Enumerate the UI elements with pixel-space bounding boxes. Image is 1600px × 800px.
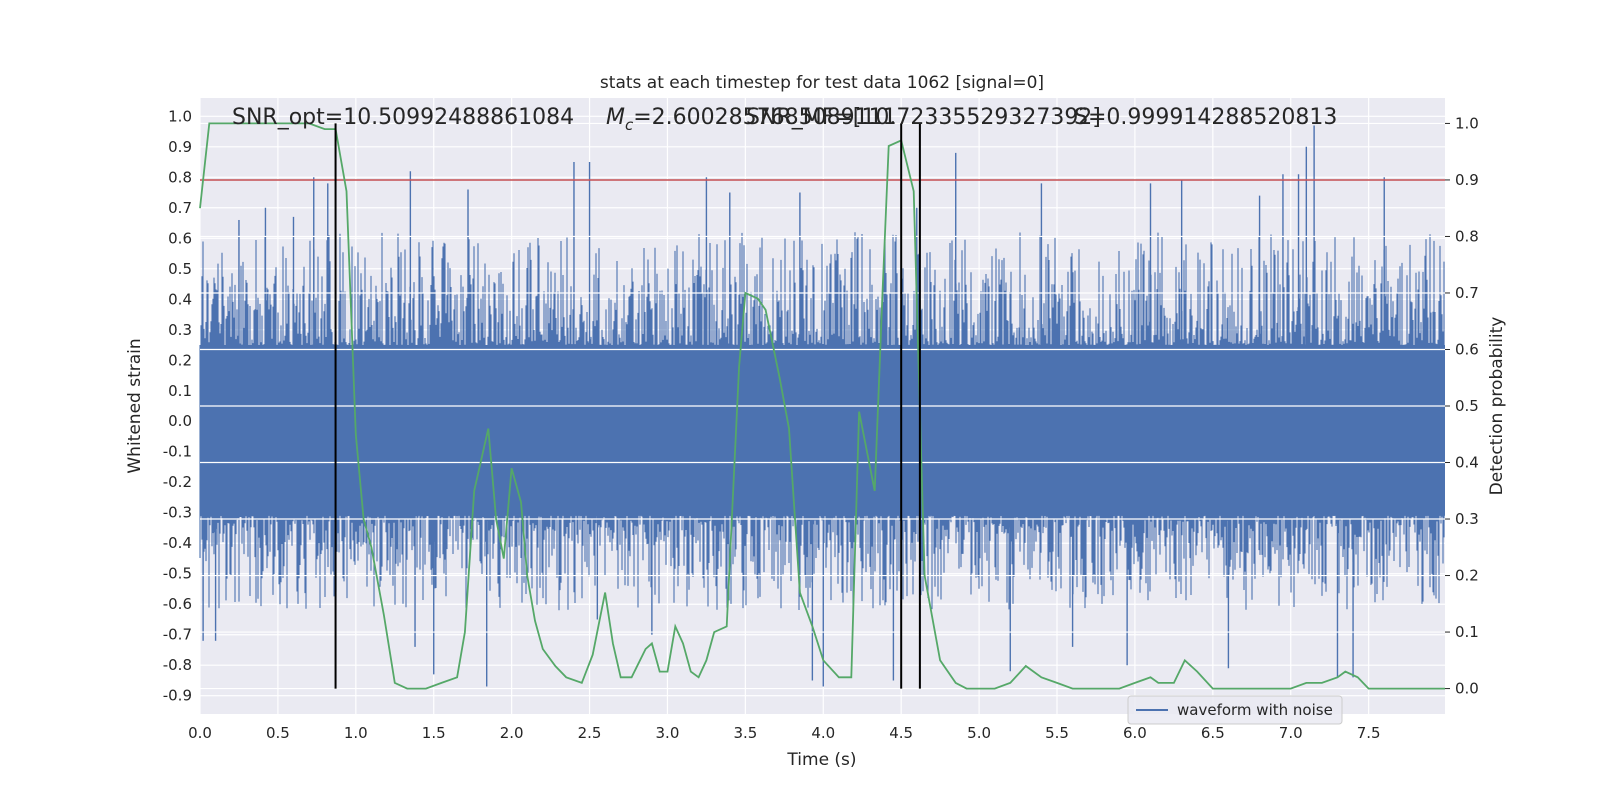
y-tick-label: 1.0	[168, 107, 192, 125]
y-tick-label: 0.4	[168, 290, 192, 308]
tick-labels: 0.0 0.5 1.0 1.5 2.0 2.5 3.0 3.5 4.0 4.5 5.0 5.5 6.0 6…	[163, 107, 1479, 742]
chart-title: stats at each timestep for test data 106…	[600, 73, 1044, 93]
y2-tick-label: 0.7	[1455, 284, 1479, 302]
y-tick-label: 0.7	[168, 199, 192, 217]
y-tick-label: -0.4	[163, 534, 192, 552]
y-tick-label: -0.6	[163, 595, 192, 613]
y2-tick-label: 1.0	[1455, 114, 1479, 132]
x-tick-label: 2.5	[578, 724, 602, 742]
y-tick-label: 0.1	[168, 382, 192, 400]
x-tick-label: 6.0	[1123, 724, 1147, 742]
waveform-trace	[199, 232, 1445, 611]
y-axis-label: Whitened strain	[125, 338, 145, 473]
probability-line	[199, 122, 1445, 690]
x-tick-label: 5.0	[967, 724, 991, 742]
y2-tick-label: 0.6	[1455, 340, 1479, 358]
x-tick-label: 3.5	[733, 724, 757, 742]
legend-box	[1127, 695, 1343, 725]
legend: waveform with noise	[1127, 695, 1343, 725]
y-tick-label: 0.3	[168, 321, 192, 339]
x-tick-label: 4.5	[889, 724, 913, 742]
chirp-mass-annotation: Mc=2.6002857685089111	[606, 105, 897, 134]
x-tick-label: 0.5	[266, 724, 290, 742]
y2-axis-label: Detection probability	[1487, 317, 1507, 496]
y2-tick-label: 0.3	[1455, 510, 1479, 528]
x-axis-label: Time (s)	[786, 750, 856, 770]
x-tick-label: 1.5	[422, 724, 446, 742]
y-tick-label: -0.5	[163, 565, 192, 583]
x-tick-label: 6.5	[1201, 724, 1225, 742]
y-tick-label: -0.2	[163, 473, 192, 491]
score-annotation: S=0.999914288520813	[1074, 105, 1337, 130]
snr-opt-annotation: SNR_opt=10.50992488861084	[232, 105, 574, 130]
y2-tick-label: 0.4	[1455, 454, 1479, 472]
y-tick-label: -0.3	[163, 504, 192, 522]
y-tick-label: -0.7	[163, 626, 192, 644]
y-tick-label: -0.8	[163, 656, 192, 674]
y2-tick-label: 0.0	[1455, 680, 1479, 698]
y-tick-label: 0.2	[168, 351, 192, 369]
x-tick-label: 3.0	[656, 724, 680, 742]
x-tick-label: 7.5	[1357, 724, 1381, 742]
y-tick-label: 0.9	[168, 138, 192, 156]
y2-tick-label: 0.9	[1455, 171, 1479, 189]
x-tick-label: 7.0	[1279, 724, 1303, 742]
overlay-gridlines	[200, 122, 1445, 690]
y-tick-label: 0.6	[168, 229, 192, 247]
x-tick-label: 5.5	[1045, 724, 1069, 742]
probability-series	[199, 122, 1445, 690]
y2-tick-label: 0.5	[1455, 397, 1479, 415]
x-tick-label: 4.0	[811, 724, 835, 742]
y-tick-label: 0.5	[168, 260, 192, 278]
x-tick-label: 1.0	[344, 724, 368, 742]
y-tick-label: -0.1	[163, 443, 192, 461]
snr-mf-annotation: SNR_MF=[10.72335529327392]	[746, 105, 1101, 130]
y-tick-label: 0.0	[168, 412, 192, 430]
x-tick-label: 0.0	[188, 724, 212, 742]
y2-tick-label: 0.8	[1455, 227, 1479, 245]
y2-tick-label: 0.2	[1455, 567, 1479, 585]
y-tick-label: -0.9	[163, 687, 192, 705]
waveform-series	[199, 125, 1445, 687]
legend-label: waveform with noise	[1177, 701, 1333, 719]
vertical-markers	[334, 123, 921, 689]
y2-tick-label: 0.1	[1455, 623, 1479, 641]
y-tick-label: 0.8	[168, 168, 192, 186]
x-tick-label: 2.0	[500, 724, 524, 742]
